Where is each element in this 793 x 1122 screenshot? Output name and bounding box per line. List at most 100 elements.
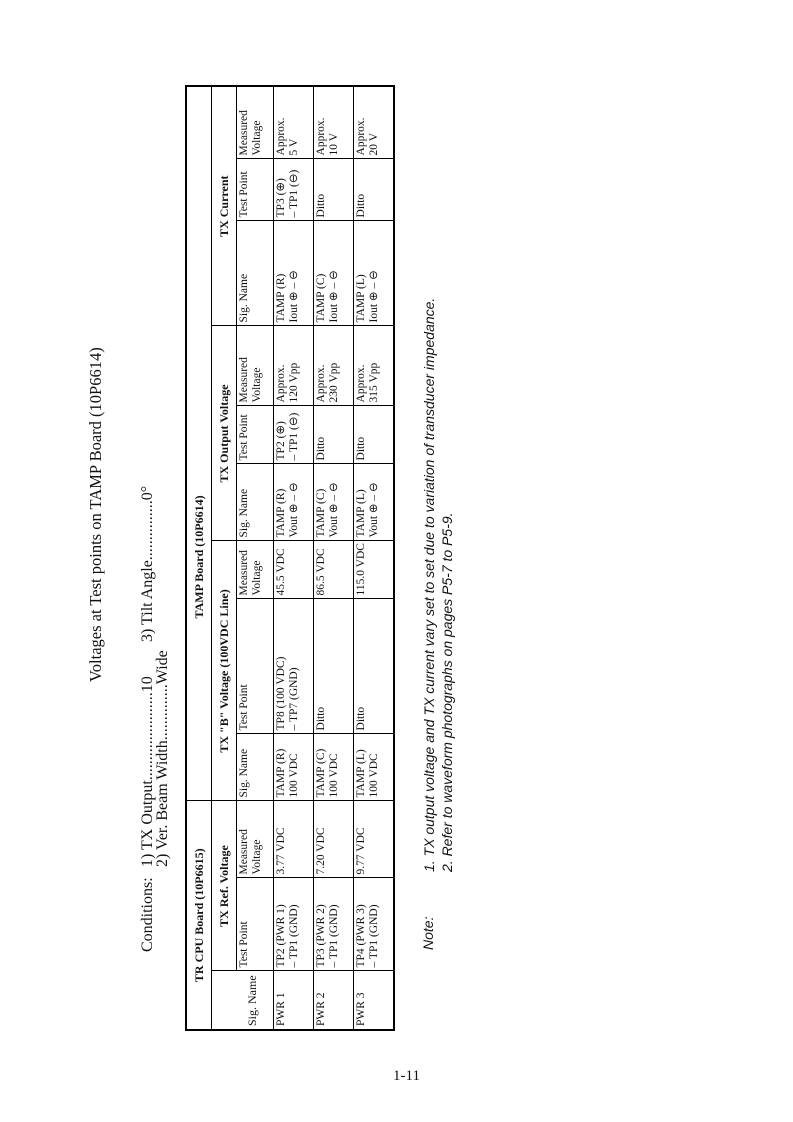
column-header: Sig. Name	[236, 220, 274, 326]
cell-line: TAMP (L)	[355, 489, 367, 538]
cell-line: Iout ⊕ – ⊖	[328, 270, 340, 323]
cell-line: – TP1 (GND)	[288, 904, 300, 968]
cell-line: – TP7 (GND)	[288, 667, 300, 731]
column-header: Measured Voltage	[236, 540, 274, 599]
condition-tilt-angle: 3) Tilt Angle...............0°	[139, 485, 156, 642]
cell-line: Ditto	[355, 436, 367, 461]
table-cell: Ditto	[353, 158, 394, 221]
note-label: Note:	[420, 916, 436, 950]
cell-line: 10 V	[328, 132, 340, 156]
table-cell: 115.0 VDC	[353, 540, 394, 599]
cell-line: TAMP (R)	[275, 488, 287, 538]
cell-line: Ditto	[355, 193, 367, 218]
cell-line: PWR 1	[275, 992, 287, 1026]
table-cell: 7.20 VDC	[313, 800, 354, 878]
group-row: Sig. Name TX Ref. Voltage TX "B" Voltage…	[211, 85, 274, 1030]
cell-line: TP2 (PWR 1)	[275, 904, 287, 968]
table-cell: PWR 2	[313, 971, 354, 1030]
table-cell: Ditto	[313, 598, 354, 734]
cell-line: TP3 (PWR 2)	[315, 904, 327, 968]
board-tr-cpu: TR CPU Board (10P6615)	[186, 800, 212, 1030]
table-cell: Approx. 5 V	[273, 85, 314, 159]
cell-line: TAMP (C)	[315, 748, 327, 798]
column-header-row: Test Point Measured Voltage Sig. Name Test …	[236, 85, 274, 1030]
table-cell: 45.5 VDC	[273, 540, 314, 599]
cell-line: Vout ⊕ – ⊖	[328, 482, 340, 538]
table-cell: TAMP (L) Iout ⊕ – ⊖	[353, 220, 394, 326]
cell-line: 100 VDC	[328, 753, 340, 798]
cell-line: TP3 (⊕)	[275, 178, 287, 218]
table-cell: Approx. 315 Vpp	[353, 325, 394, 406]
cell-line: – TP1 (GND)	[368, 904, 380, 968]
conditions-label: Conditions:	[139, 877, 156, 952]
table-cell: TAMP (C) Iout ⊕ – ⊖	[313, 220, 354, 326]
table-cell: 3.77 VDC	[273, 800, 314, 878]
cell-line: 5 V	[288, 138, 300, 156]
group-tx-output-voltage: TX Output Voltage	[211, 325, 237, 541]
cell-line: TAMP (L)	[355, 749, 367, 798]
cell-line: 86.5 VDC	[315, 548, 327, 596]
page-number: 1-11	[393, 1068, 420, 1084]
table-row: PWR 3 TP4 (PWR 3) – TP1 (GND) 9.77 VDC TAMP …	[353, 85, 394, 1030]
cell-line: Iout ⊕ – ⊖	[288, 270, 300, 323]
note-line-1: 1. TX output voltage and TX current vary…	[421, 297, 437, 872]
cell-line: TAMP (R)	[275, 748, 287, 798]
cell-line: – TP1 (⊖)	[288, 169, 300, 218]
cell-line: Approx.	[275, 364, 287, 403]
condition-beam-width: 2) Ver. Beam Width..............Wide	[154, 650, 171, 867]
cell-line: Ditto	[355, 706, 367, 731]
table-cell: PWR 3	[353, 971, 394, 1030]
cell-line: 100 VDC	[288, 753, 300, 798]
cell-line: TP4 (PWR 3)	[355, 904, 367, 968]
group-tx-b-voltage: TX "B" Voltage (100VDC Line)	[211, 540, 237, 801]
table-cell: TAMP (R) Vout ⊕ – ⊖	[273, 463, 314, 541]
column-header: Measured Voltage	[236, 85, 274, 159]
table-cell: Approx. 10 V	[313, 85, 354, 159]
cell-line: 9.77 VDC	[355, 827, 367, 875]
board-row: TR CPU Board (10P6615) TAMP Board (10P66…	[186, 85, 212, 1030]
table-cell: TP8 (100 VDC) – TP7 (GND)	[273, 598, 314, 734]
table-cell: Ditto	[313, 405, 354, 464]
cell-line: 315 Vpp	[368, 362, 380, 403]
table-cell: TAMP (C) Vout ⊕ – ⊖	[313, 463, 354, 541]
cell-line: – TP1 (GND)	[328, 904, 340, 968]
cell-line: 100 VDC	[368, 753, 380, 798]
column-header: Test Point	[236, 158, 274, 221]
cell-line: TAMP (C)	[315, 488, 327, 538]
table-cell: Approx. 20 V	[353, 85, 394, 159]
table-row: PWR 2 TP3 (PWR 2) – TP1 (GND) 7.20 VDC TAMP …	[313, 85, 354, 1030]
table-cell: TAMP (C) 100 VDC	[313, 733, 354, 801]
board-tamp: TAMP Board (10P6614)	[186, 85, 212, 801]
table-cell: TAMP (L) Vout ⊕ – ⊖	[353, 463, 394, 541]
table-cell: Ditto	[353, 405, 394, 464]
table-cell: Approx. 120 Vpp	[273, 325, 314, 406]
table-cell: TP3 (⊕) – TP1 (⊖)	[273, 158, 314, 221]
cell-line: Ditto	[315, 193, 327, 218]
cell-line: TAMP (L)	[355, 274, 367, 323]
cell-line: TAMP (C)	[315, 273, 327, 323]
cell-line: – TP1 (⊖)	[288, 412, 300, 461]
cell-line: Approx.	[355, 364, 367, 403]
table-cell: Approx. 230 Vpp	[313, 325, 354, 406]
cell-line: Approx.	[355, 117, 367, 156]
column-header: Measured Voltage	[236, 800, 274, 878]
column-header: Test Point	[236, 598, 274, 734]
table-cell: TAMP (R) 100 VDC	[273, 733, 314, 801]
cell-line: PWR 2	[315, 992, 327, 1026]
table-cell: TAMP (R) Iout ⊕ – ⊖	[273, 220, 314, 326]
cell-line: 230 Vpp	[328, 362, 340, 403]
cell-line: 115.0 VDC	[355, 543, 367, 596]
cell-line: Ditto	[315, 436, 327, 461]
cell-line: 20 V	[368, 132, 380, 156]
cell-line: Vout ⊕ – ⊖	[288, 482, 300, 538]
column-header: Measured Voltage	[236, 325, 274, 406]
group-tx-ref-voltage: TX Ref. Voltage	[211, 800, 237, 971]
cell-line: PWR 3	[355, 992, 367, 1026]
note-line-2: 2. Refer to waveform photographs on page…	[439, 512, 455, 872]
table-cell: PWR 1	[273, 971, 314, 1030]
cell-line: Approx.	[315, 117, 327, 156]
cell-line: TAMP (R)	[275, 273, 287, 323]
cell-line: Ditto	[315, 706, 327, 731]
table-row: PWR 1 TP2 (PWR 1) – TP1 (GND) 3.77 VDC TAMP …	[273, 85, 314, 1030]
table-cell: Ditto	[313, 158, 354, 221]
